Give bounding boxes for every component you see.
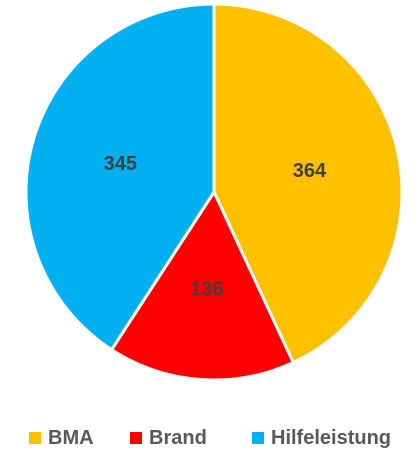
pie-slice-brand bbox=[110, 190, 295, 382]
data-label-bma: 364 bbox=[293, 160, 327, 182]
legend-label-hilfeleistung: Hilfeleistung bbox=[271, 427, 391, 449]
pie-slice-hilfeleistung bbox=[24, 2, 216, 352]
legend: BMA Brand Hilfeleistung bbox=[29, 427, 391, 449]
data-label-brand: 136 bbox=[190, 279, 223, 301]
pie-slice-bma bbox=[212, 2, 404, 364]
data-label-hilfeleistung: 345 bbox=[104, 153, 137, 175]
legend-swatch-bma bbox=[29, 432, 41, 444]
legend-swatch-hilfeleistung bbox=[252, 432, 264, 444]
pie-slices bbox=[24, 2, 404, 382]
legend-label-brand: Brand bbox=[149, 427, 207, 449]
legend-swatch-brand bbox=[130, 432, 142, 444]
pie-data-labels: 364 136 345 bbox=[104, 153, 327, 300]
legend-label-bma: BMA bbox=[48, 427, 94, 449]
